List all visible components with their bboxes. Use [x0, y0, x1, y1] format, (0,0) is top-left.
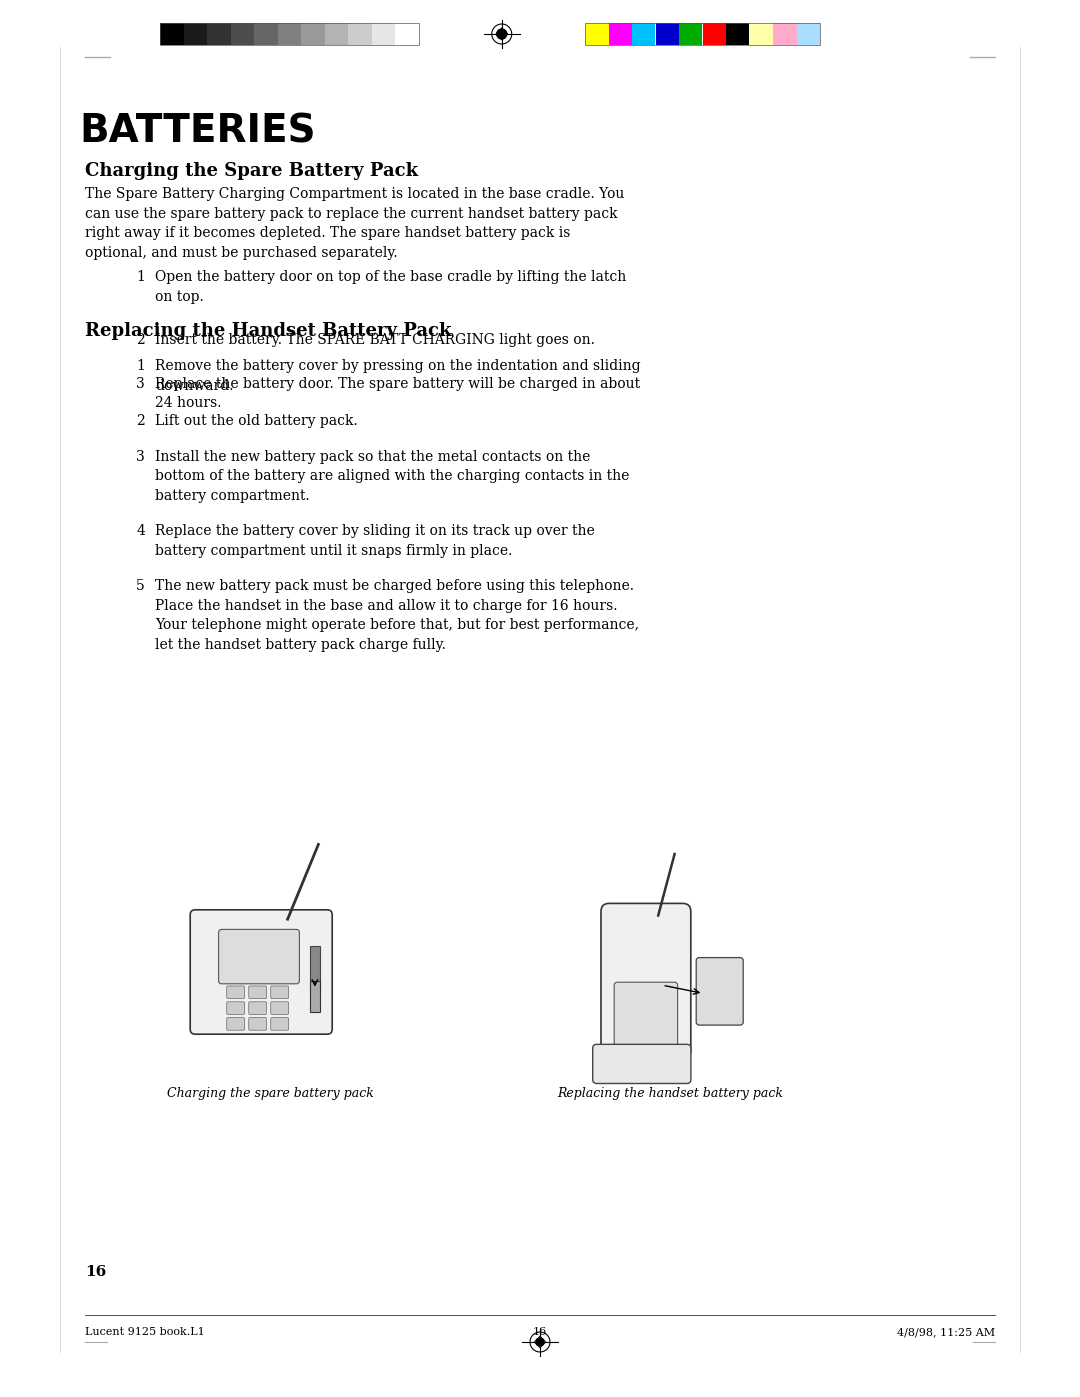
Text: Open the battery door on top of the base cradle by lifting the latch: Open the battery door on top of the base… — [156, 270, 626, 284]
Bar — [207, 22, 230, 45]
Text: The new battery pack must be charged before using this telephone.: The new battery pack must be charged bef… — [156, 578, 634, 592]
Text: 2: 2 — [136, 414, 145, 427]
Text: Lucent 9125 book.L1: Lucent 9125 book.L1 — [85, 1327, 205, 1337]
Bar — [254, 22, 278, 45]
FancyBboxPatch shape — [227, 1002, 244, 1014]
Text: Charging the Spare Battery Pack: Charging the Spare Battery Pack — [85, 162, 418, 180]
Bar — [310, 981, 320, 1011]
Text: 4: 4 — [136, 524, 145, 538]
Text: The Spare Battery Charging Compartment is located in the base cradle. You: The Spare Battery Charging Compartment i… — [85, 187, 624, 201]
Text: 1: 1 — [136, 359, 145, 373]
FancyBboxPatch shape — [248, 986, 267, 999]
Bar — [773, 22, 797, 45]
Text: 24 hours.: 24 hours. — [156, 395, 221, 409]
Text: 16: 16 — [532, 1327, 548, 1337]
Bar — [585, 22, 820, 45]
Text: battery compartment.: battery compartment. — [156, 489, 310, 503]
Bar — [230, 22, 254, 45]
Text: Lift out the old battery pack.: Lift out the old battery pack. — [156, 414, 357, 427]
Text: 3: 3 — [136, 377, 145, 391]
Text: right away if it becomes depleted. The spare handset battery pack is: right away if it becomes depleted. The s… — [85, 226, 570, 240]
Text: Your telephone might operate before that, but for best performance,: Your telephone might operate before that… — [156, 617, 639, 631]
Text: battery compartment until it snaps firmly in place.: battery compartment until it snaps firml… — [156, 543, 512, 557]
Text: bottom of the battery are aligned with the charging contacts in the: bottom of the battery are aligned with t… — [156, 469, 630, 483]
Circle shape — [497, 29, 507, 39]
Bar — [632, 22, 656, 45]
Bar — [395, 22, 419, 45]
FancyBboxPatch shape — [271, 986, 288, 999]
Bar — [324, 22, 348, 45]
FancyBboxPatch shape — [227, 1017, 244, 1030]
Text: optional, and must be purchased separately.: optional, and must be purchased separate… — [85, 246, 397, 260]
Bar — [184, 22, 207, 45]
FancyBboxPatch shape — [190, 909, 333, 1034]
Text: 1: 1 — [136, 270, 145, 284]
Text: 5: 5 — [136, 578, 145, 592]
Bar — [679, 22, 702, 45]
Bar — [726, 22, 750, 45]
FancyBboxPatch shape — [615, 982, 677, 1049]
Text: Remove the battery cover by pressing on the indentation and sliding: Remove the battery cover by pressing on … — [156, 359, 640, 373]
FancyBboxPatch shape — [227, 986, 244, 999]
Text: Replacing the Handset Battery Pack: Replacing the Handset Battery Pack — [85, 321, 451, 339]
FancyBboxPatch shape — [593, 1045, 691, 1084]
Bar — [750, 22, 773, 45]
FancyBboxPatch shape — [271, 1017, 288, 1030]
Text: on top.: on top. — [156, 289, 204, 303]
Text: 2: 2 — [136, 332, 145, 346]
FancyBboxPatch shape — [248, 1002, 267, 1014]
Text: Insert the battery. The SPARE BATT CHARGING light goes on.: Insert the battery. The SPARE BATT CHARG… — [156, 332, 595, 346]
Text: Charging the spare battery pack: Charging the spare battery pack — [166, 1087, 374, 1099]
FancyBboxPatch shape — [218, 929, 299, 983]
Bar — [585, 22, 608, 45]
Text: downward.: downward. — [156, 379, 233, 393]
Bar — [310, 946, 320, 989]
Bar — [160, 22, 419, 45]
Text: Install the new battery pack so that the metal contacts on the: Install the new battery pack so that the… — [156, 450, 591, 464]
Text: Replacing the handset battery pack: Replacing the handset battery pack — [557, 1087, 783, 1099]
Text: 4/8/98, 11:25 AM: 4/8/98, 11:25 AM — [896, 1327, 995, 1337]
Text: 16: 16 — [85, 1266, 106, 1280]
Text: Replace the battery cover by sliding it on its track up over the: Replace the battery cover by sliding it … — [156, 524, 595, 538]
Text: BATTERIES: BATTERIES — [79, 112, 315, 149]
Bar — [160, 22, 184, 45]
Bar — [348, 22, 372, 45]
Circle shape — [536, 1338, 544, 1345]
Bar — [278, 22, 301, 45]
Bar — [608, 22, 632, 45]
Text: can use the spare battery pack to replace the current handset battery pack: can use the spare battery pack to replac… — [85, 207, 618, 221]
Bar — [372, 22, 395, 45]
Text: 3: 3 — [136, 450, 145, 464]
Text: let the handset battery pack charge fully.: let the handset battery pack charge full… — [156, 637, 446, 651]
Text: Replace the battery door. The spare battery will be charged in about: Replace the battery door. The spare batt… — [156, 377, 640, 391]
FancyBboxPatch shape — [697, 957, 743, 1025]
Bar — [702, 22, 726, 45]
Bar — [656, 22, 679, 45]
FancyBboxPatch shape — [248, 1017, 267, 1030]
Text: Place the handset in the base and allow it to charge for 16 hours.: Place the handset in the base and allow … — [156, 598, 618, 612]
Bar — [301, 22, 324, 45]
FancyBboxPatch shape — [600, 904, 691, 1059]
Bar — [797, 22, 820, 45]
FancyBboxPatch shape — [271, 1002, 288, 1014]
